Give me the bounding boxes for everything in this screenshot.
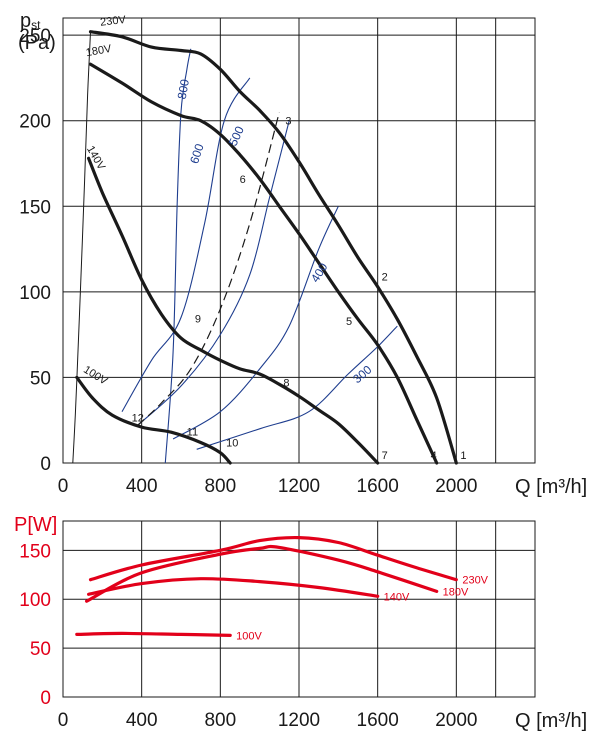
operating-point-8: 8 [283, 377, 289, 389]
pressure-x-tick-1600: 1600 [357, 476, 399, 497]
operating-point-5: 5 [346, 316, 352, 328]
operating-point-1: 1 [460, 450, 466, 462]
system-dashed-line [137, 111, 280, 426]
pressure-unit: (Pa) [18, 32, 56, 54]
pressure-x-tick-0: 0 [58, 476, 69, 497]
power-axis-title: P[W] [14, 514, 57, 536]
pressure-y-tick-100: 100 [19, 283, 51, 304]
power-y-tick-150: 150 [19, 541, 51, 562]
flow-axis-title-bottom: Q [m³/h] [515, 710, 587, 732]
pressure-axis-title: pst [20, 10, 41, 32]
pressure-curve-230v [88, 30, 458, 465]
pressure-x-tick-1200: 1200 [278, 476, 320, 497]
power-curve-100v [75, 631, 232, 637]
power-curves [75, 535, 458, 637]
pressure-x-tick-2000: 2000 [435, 476, 477, 497]
pressure-x-tick-400: 400 [126, 476, 158, 497]
power-curve-label-100v: 100V [236, 630, 262, 642]
efficiency-line-800 [164, 48, 192, 464]
power-x-tick-1600: 1600 [357, 710, 399, 731]
efficiency-label-400: 400 [308, 260, 331, 285]
efficiency-line-500 [137, 120, 290, 426]
pressure-y-tick-0: 0 [40, 454, 51, 475]
operating-point-6: 6 [240, 174, 246, 186]
power-y-tick-0: 0 [40, 688, 51, 709]
left-envelope-line [72, 31, 91, 464]
power-x-tick-800: 800 [204, 710, 236, 731]
efficiency-label-300: 300 [350, 362, 375, 386]
power-x-tick-400: 400 [126, 710, 158, 731]
power-x-tick-1200: 1200 [278, 710, 320, 731]
pressure-x-tick-800: 800 [204, 476, 236, 497]
operating-point-4: 4 [431, 450, 437, 462]
pressure-curve-100v [75, 375, 232, 465]
efficiency-label-600: 600 [187, 142, 207, 166]
efficiency-label-800: 800 [175, 78, 192, 100]
power-y-tick-50: 50 [30, 639, 51, 660]
pressure-subscript: st [31, 18, 41, 32]
power-curve-230v [88, 535, 458, 582]
power-grid: 0 400 800 1200 1600 2000 0 50 100 150 [19, 520, 536, 731]
pressure-y-tick-250: 250 [19, 26, 51, 47]
efficiency-label-500: 500 [226, 124, 247, 148]
pressure-symbol: p [20, 10, 31, 32]
pressure-labels: 230V180V140V100V800600500400300123456789… [81, 14, 466, 462]
pressure-y-tick-150: 150 [19, 197, 51, 218]
power-x-tick-2000: 2000 [435, 710, 477, 731]
power-curve-label-180v: 180V [443, 586, 469, 598]
pressure-curve-180v [88, 62, 439, 465]
efficiency-line-600 [121, 77, 251, 412]
operating-point-9: 9 [195, 314, 201, 326]
pressure-curve-label-180v: 180V [85, 43, 113, 59]
pressure-curve-label-230v: 230V [100, 14, 127, 29]
pressure-y-tick-50: 50 [30, 368, 51, 389]
pressure-curve-140v [87, 156, 380, 465]
operating-point-11: 11 [187, 426, 198, 438]
operating-point-12: 12 [132, 413, 144, 425]
power-curve-label-140v: 140V [384, 591, 410, 603]
pressure-curve-label-100v: 100V [81, 364, 110, 388]
operating-point-10: 10 [226, 438, 238, 450]
operating-point-3: 3 [285, 116, 291, 128]
power-y-tick-100: 100 [19, 590, 51, 611]
pressure-curves [72, 30, 458, 465]
power-curve-140v [87, 577, 380, 598]
efficiency-line-400 [172, 206, 339, 440]
power-x-tick-0: 0 [58, 710, 69, 731]
pressure-y-tick-200: 200 [19, 112, 51, 133]
efficiency-line-300 [196, 325, 398, 450]
flow-axis-title-top: Q [m³/h] [515, 476, 587, 498]
power-curve-label-230v: 230V [462, 575, 488, 587]
operating-point-7: 7 [382, 450, 388, 462]
operating-point-2: 2 [382, 272, 388, 284]
power-curve-180v [85, 544, 439, 603]
